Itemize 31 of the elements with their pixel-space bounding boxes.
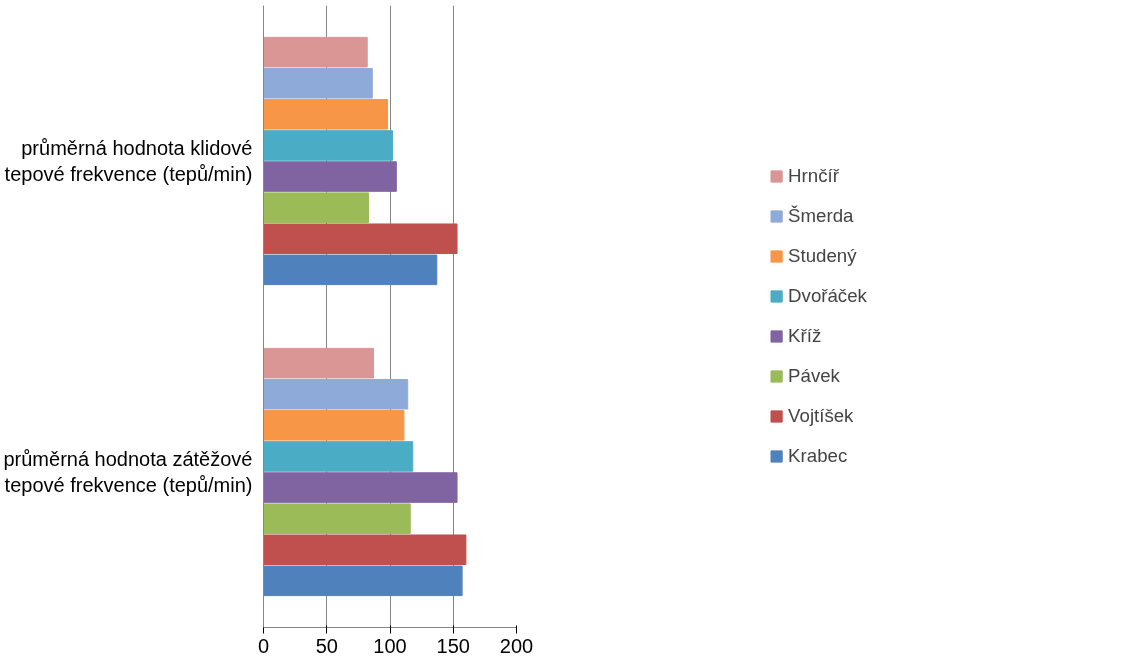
legend-label: Studený (788, 245, 857, 267)
legend-label: Pávek (788, 365, 840, 387)
legend-label: Šmerda (788, 205, 854, 227)
bar (263, 441, 414, 472)
bar (263, 36, 368, 68)
bar (263, 378, 409, 410)
bar (263, 254, 438, 286)
bar (263, 192, 369, 223)
bar (263, 161, 397, 192)
x-tick-label: 0 (257, 634, 270, 657)
y-tick-label: průměrná hodnota zátěžové tepové frekvence (tepů/min) (3, 447, 253, 497)
y-tick-label: průměrná hodnota klidové tepové frekvence (tepů/min) (4, 136, 253, 186)
bar (263, 503, 411, 534)
legend-label: Krabec (788, 445, 848, 467)
bar (263, 347, 375, 379)
x-tick-label: 100 (373, 634, 407, 657)
bar (263, 223, 458, 255)
legend-label: Hrnčíř (788, 165, 839, 187)
bar (263, 534, 467, 566)
bar (263, 472, 458, 503)
bar (263, 410, 405, 441)
bar (263, 130, 394, 161)
legend-label: Vojtíšek (788, 405, 854, 427)
bar (263, 565, 463, 597)
x-tick-label: 200 (499, 634, 534, 657)
x-tick-label: 150 (436, 634, 470, 657)
legend-label: Kříž (788, 325, 822, 347)
bar (263, 99, 388, 130)
bar (263, 67, 373, 99)
x-tick-label: 50 (315, 634, 338, 657)
legend-label: Dvořáček (788, 285, 867, 307)
